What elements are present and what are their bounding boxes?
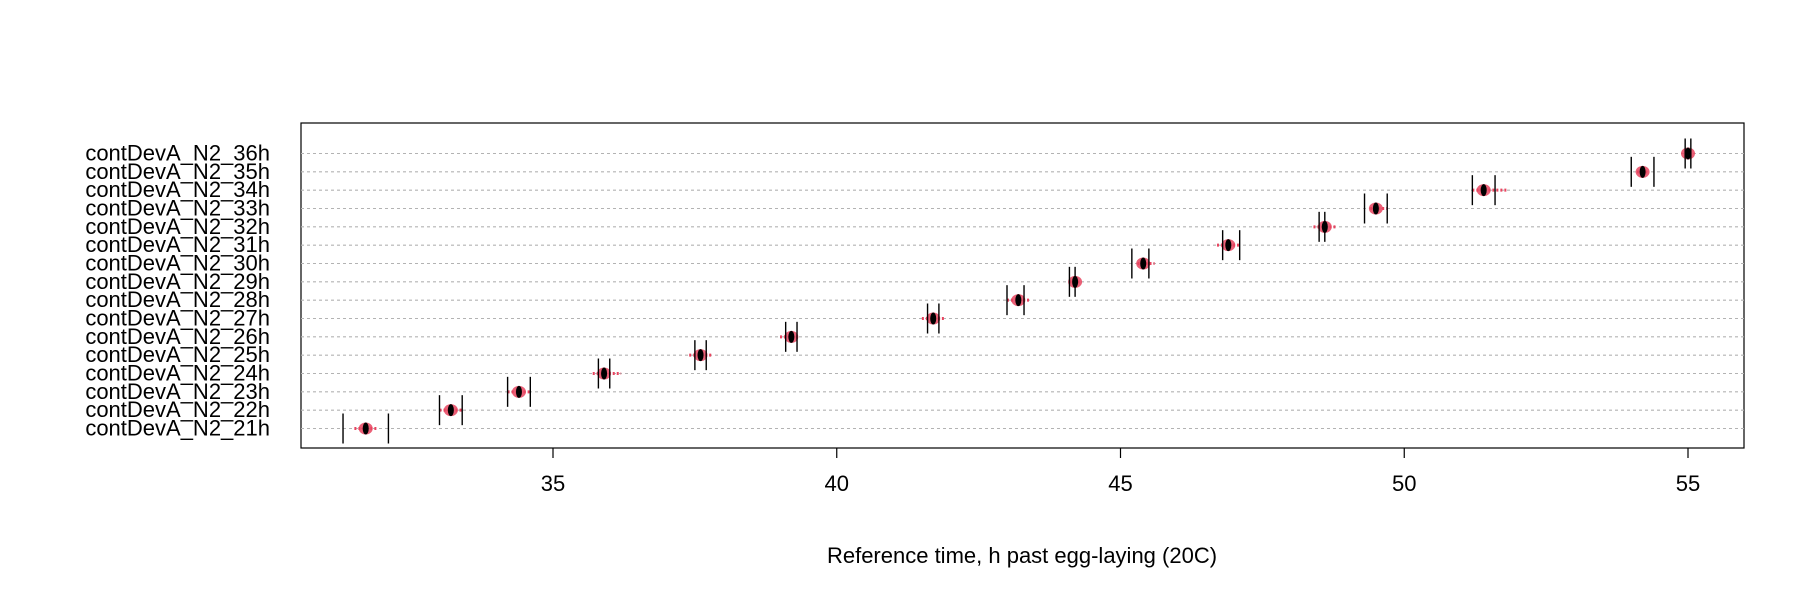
- estimate-point: [1321, 220, 1328, 233]
- point-layer: [362, 147, 1691, 435]
- estimate-point: [1225, 239, 1232, 252]
- y-tick-label: contDevA_N2_34h: [85, 177, 270, 202]
- y-tick-label: contDevA_N2_36h: [85, 141, 270, 166]
- y-tick-label: contDevA_N2_25h: [85, 342, 270, 367]
- estimate-point: [788, 330, 795, 343]
- ci-layer: [342, 138, 1692, 444]
- estimate-point: [515, 385, 522, 398]
- estimate-point: [1015, 294, 1022, 307]
- grid-layer: [301, 152, 1744, 430]
- estimate-point: [1072, 275, 1079, 288]
- x-tick-label: 35: [541, 471, 565, 496]
- y-tick-label: contDevA_N2_26h: [85, 324, 270, 349]
- y-tick-label: contDevA_N2_24h: [85, 361, 270, 386]
- x-axis-title: Reference time, h past egg-laying (20C): [827, 543, 1217, 568]
- estimate-point: [1639, 165, 1646, 178]
- y-tick-label: contDevA_N2_27h: [85, 306, 270, 331]
- plot-frame: [300, 122, 1745, 449]
- estimate-point: [1685, 147, 1691, 160]
- x-tick-label: 50: [1392, 471, 1416, 496]
- estimate-point: [362, 422, 369, 435]
- estimate-point: [930, 312, 937, 325]
- estimate-point: [1480, 184, 1487, 197]
- estimate-point: [1140, 257, 1147, 270]
- estimate-point: [1372, 202, 1379, 215]
- y-tick-label: contDevA_N2_21h: [85, 416, 270, 441]
- x-tick-label: 45: [1108, 471, 1132, 496]
- y-tick-label: contDevA_N2_32h: [85, 214, 270, 239]
- y-tick-label: contDevA_N2_33h: [85, 196, 270, 221]
- x-tick-label: 55: [1676, 471, 1700, 496]
- y-tick-label: contDevA_N2_31h: [85, 232, 270, 257]
- y-tick-label: contDevA_N2_35h: [85, 159, 270, 184]
- y-tick-label: contDevA_N2_30h: [85, 251, 270, 276]
- x-tick-label: 40: [825, 471, 849, 496]
- x-axis: 35 40 45 50 55: [541, 448, 1700, 496]
- estimate-point: [447, 404, 454, 417]
- y-tick-label: contDevA_N2_29h: [85, 269, 270, 294]
- y-tick-label: contDevA_N2_28h: [85, 287, 270, 312]
- estimate-point: [601, 367, 608, 380]
- y-tick-labels: contDevA_N2_21hcontDevA_N2_22hcontDevA_N…: [85, 141, 270, 441]
- estimate-point: [697, 349, 704, 362]
- y-tick-label: contDevA_N2_23h: [85, 379, 270, 404]
- y-tick-label: contDevA_N2_22h: [85, 397, 270, 422]
